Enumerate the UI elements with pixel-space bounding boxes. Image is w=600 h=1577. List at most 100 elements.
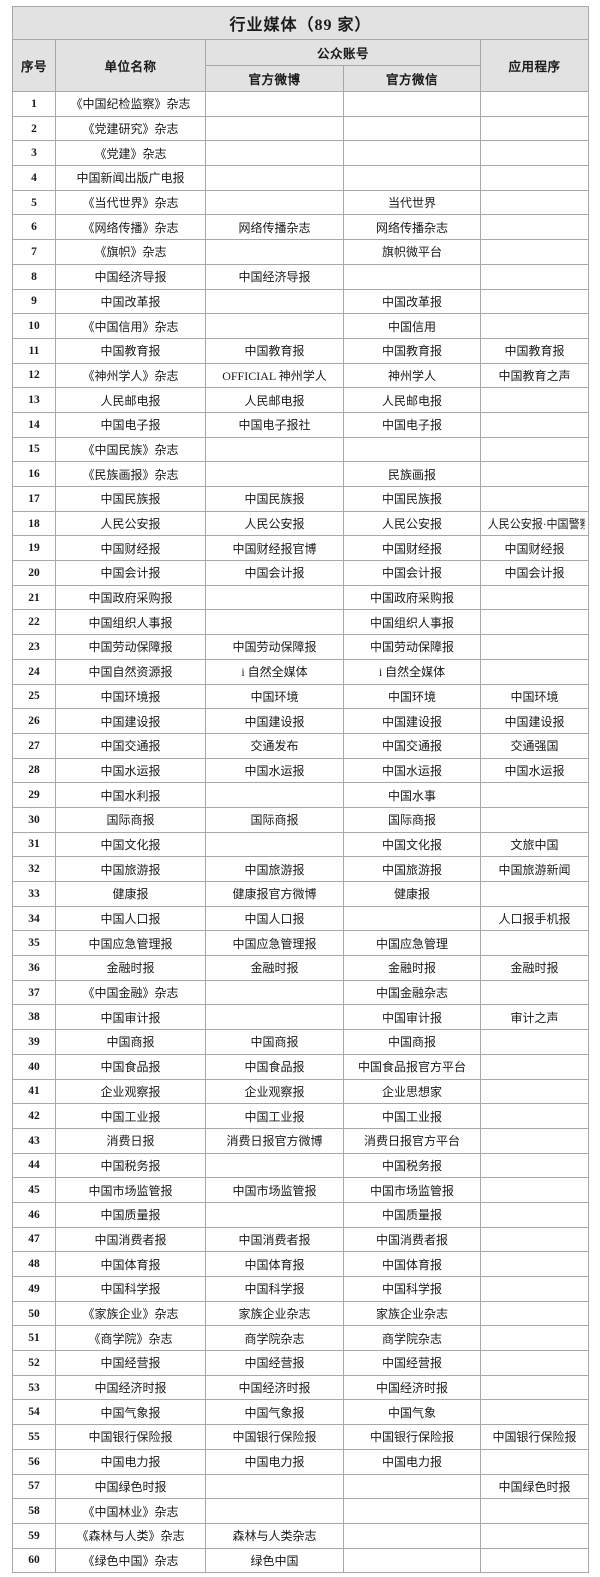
cell-unit-name: 消费日报 [55,1127,206,1154]
cell-wechat: 中国劳动保障报 [343,634,481,660]
table-row: 52 中国经营报 中国经营报 中国经营报 [12,1350,590,1376]
cell-app [479,1300,590,1327]
table-row: 57 中国绿色时报 中国绿色时报 [12,1473,590,1500]
table-row: 29 中国水利报 中国水事 [12,782,590,808]
cell-app [479,436,590,463]
cell-app [479,1078,590,1105]
cell-wechat: 中国旅游报 [343,856,481,882]
table-row: 5 《当代世界》杂志 当代世界 [12,189,590,216]
cell-seq: 8 [12,263,56,290]
cell-weibo: 中国工业报 [205,1103,344,1129]
cell-unit-name: 中国市场监管报 [55,1177,206,1203]
table-row: 35 中国应急管理报 中国应急管理报 中国应急管理 [12,930,590,957]
cell-app [479,782,590,808]
cell-unit-name: 《神州学人》杂志 [55,362,206,389]
table-header: 行业媒体（89 家） 序号 单位名称 公众账号 应用程序 官方微博 官方微信 [11,6,590,92]
cell-weibo: 消费日报官方微博 [205,1127,344,1154]
cell-seq: 49 [12,1276,56,1302]
cell-seq: 22 [12,609,56,636]
cell-unit-name: 中国文化报 [55,831,206,858]
cell-unit-name: 《网络传播》杂志 [55,214,206,241]
cell-weibo [205,1004,344,1031]
cell-seq: 40 [12,1053,56,1080]
cell-wechat [343,1522,481,1549]
cell-app [479,387,590,413]
cell-wechat: 中国建设报 [343,708,481,734]
cell-unit-name: 《中国纪检监察》杂志 [55,91,206,117]
cell-seq: 42 [12,1103,56,1129]
cell-weibo [205,1201,344,1228]
cell-unit-name: 中国交通报 [55,732,206,759]
cell-app: 文旅中国 [479,831,590,858]
cell-seq: 13 [12,387,56,413]
cell-weibo [205,313,344,339]
cell-unit-name: 中国政府采购报 [55,584,206,611]
cell-unit-name: 《中国林业》杂志 [55,1498,206,1524]
cell-wechat [343,263,481,290]
cell-seq: 38 [12,1004,56,1031]
cell-unit-name: 中国组织人事报 [55,609,206,636]
column-header-weibo: 官方微博 [205,65,344,92]
cell-seq: 4 [12,165,56,191]
cell-seq: 25 [12,683,56,710]
table-row: 20 中国会计报 中国会计报 中国会计报 中国会计报 [12,560,590,586]
cell-seq: 2 [12,115,56,142]
cell-wechat [343,115,481,142]
table-row: 45 中国市场监管报 中国市场监管报 中国市场监管报 [12,1177,590,1203]
table-title-row: 行业媒体（89 家） [11,6,590,40]
cell-unit-name: 中国经济时报 [55,1374,206,1401]
cell-wechat: 中国气象 [343,1399,481,1426]
cell-weibo: 国际商报 [205,806,344,833]
cell-unit-name: 中国工业报 [55,1103,206,1129]
column-header-app: 应用程序 [479,39,590,92]
table-row: 4 中国新闻出版广电报 [12,165,590,191]
cell-unit-name: 《中国金融》杂志 [55,979,206,1006]
cell-seq: 46 [12,1201,56,1228]
cell-app [479,1029,590,1055]
cell-unit-name: 中国电力报 [55,1448,206,1475]
cell-weibo: 中国食品报 [205,1053,344,1080]
cell-wechat: i 自然全媒体 [343,658,481,685]
cell-app [479,214,590,241]
cell-unit-name: 中国人口报 [55,905,206,932]
cell-weibo: 中国科学报 [205,1276,344,1302]
cell-wechat: 中国食品报官方平台 [343,1053,481,1080]
table-row: 19 中国财经报 中国财经报官博 中国财经报 中国财经报 [12,535,590,562]
cell-app [479,1498,590,1524]
cell-weibo: 中国民族报 [205,486,344,512]
cell-app [479,881,590,907]
cell-seq: 5 [12,189,56,216]
cell-wechat: 中国金融杂志 [343,979,481,1006]
cell-weibo: 中国环境 [205,683,344,710]
cell-weibo [205,782,344,808]
cell-wechat: 中国民族报 [343,486,481,512]
cell-seq: 53 [12,1374,56,1401]
cell-wechat: 商学院杂志 [343,1325,481,1352]
table-row: 8 中国经济导报 中国经济导报 [12,263,590,290]
cell-weibo [205,831,344,858]
cell-wechat [343,436,481,463]
cell-wechat: 中国教育报 [343,337,481,364]
table-row: 38 中国审计报 中国审计报 审计之声 [12,1004,590,1031]
cell-seq: 50 [12,1300,56,1327]
cell-weibo: 中国体育报 [205,1251,344,1277]
cell-app: 审计之声 [479,1004,590,1031]
cell-wechat: 网络传播杂志 [343,214,481,241]
cell-app: 中国绿色时报 [479,1473,590,1500]
cell-unit-name: 中国自然资源报 [55,658,206,685]
cell-weibo [205,140,344,167]
cell-app [479,1053,590,1080]
cell-weibo: 中国消费者报 [205,1226,344,1253]
cell-seq: 26 [12,708,56,734]
cell-unit-name: 中国银行保险报 [55,1424,206,1450]
table-row: 43 消费日报 消费日报官方微博 消费日报官方平台 [12,1127,590,1154]
table-row: 41 企业观察报 企业观察报 企业思想家 [12,1078,590,1105]
cell-wechat: 中国会计报 [343,560,481,586]
cell-wechat: 中国体育报 [343,1251,481,1277]
cell-wechat [343,905,481,932]
cell-weibo [205,1152,344,1179]
table-row: 49 中国科学报 中国科学报 中国科学报 [12,1276,590,1302]
cell-app: 中国财经报 [479,535,590,562]
header-row-primary: 序号 单位名称 公众账号 应用程序 [12,39,590,92]
cell-seq: 11 [12,337,56,364]
